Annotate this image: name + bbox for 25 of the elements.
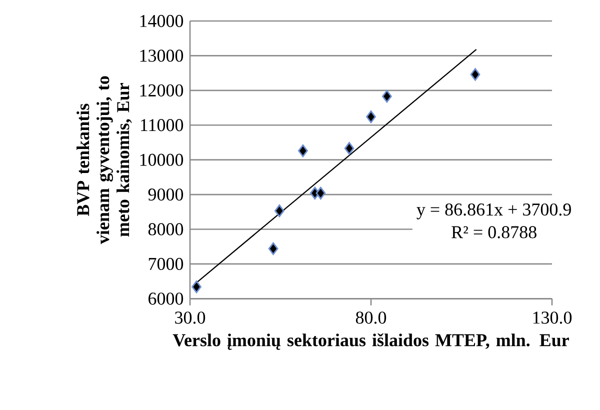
y-tick-label: 14000 (140, 14, 184, 28)
y-tick-label: 7000 (148, 258, 184, 270)
point (366, 110, 376, 124)
x-tick-label: 80.0 (356, 312, 386, 324)
point (192, 280, 202, 294)
y-tick-label: 12000 (140, 84, 184, 96)
y-tick-label: 8000 (148, 223, 184, 236)
y-tick-label: 11000 (140, 119, 184, 132)
point (316, 186, 326, 200)
y-tick-label: 6000 (148, 292, 184, 305)
point (470, 68, 480, 81)
y-axis-title: BVP tenkantis vienam gyventojui, to meto kainomis, Eur (76, 76, 132, 244)
annotation: R² = 0.8788 (452, 226, 536, 238)
point (382, 90, 392, 103)
y-tick-label: 10000 (140, 154, 184, 166)
point (274, 204, 284, 218)
point (344, 142, 354, 155)
x-tick-label: 130.0 (533, 312, 572, 324)
point (268, 242, 278, 256)
annotation: y = 86.861x + 3700.9 (416, 203, 571, 220)
y-tick-label: 13000 (140, 50, 184, 62)
point (298, 144, 308, 158)
x-tick-label: 30.0 (175, 312, 206, 324)
x-axis-title: Verslo įmonių sektoriaus išlaidos MTEP, mln. Eur (172, 333, 569, 350)
y-tick-label: 9000 (148, 188, 184, 201)
